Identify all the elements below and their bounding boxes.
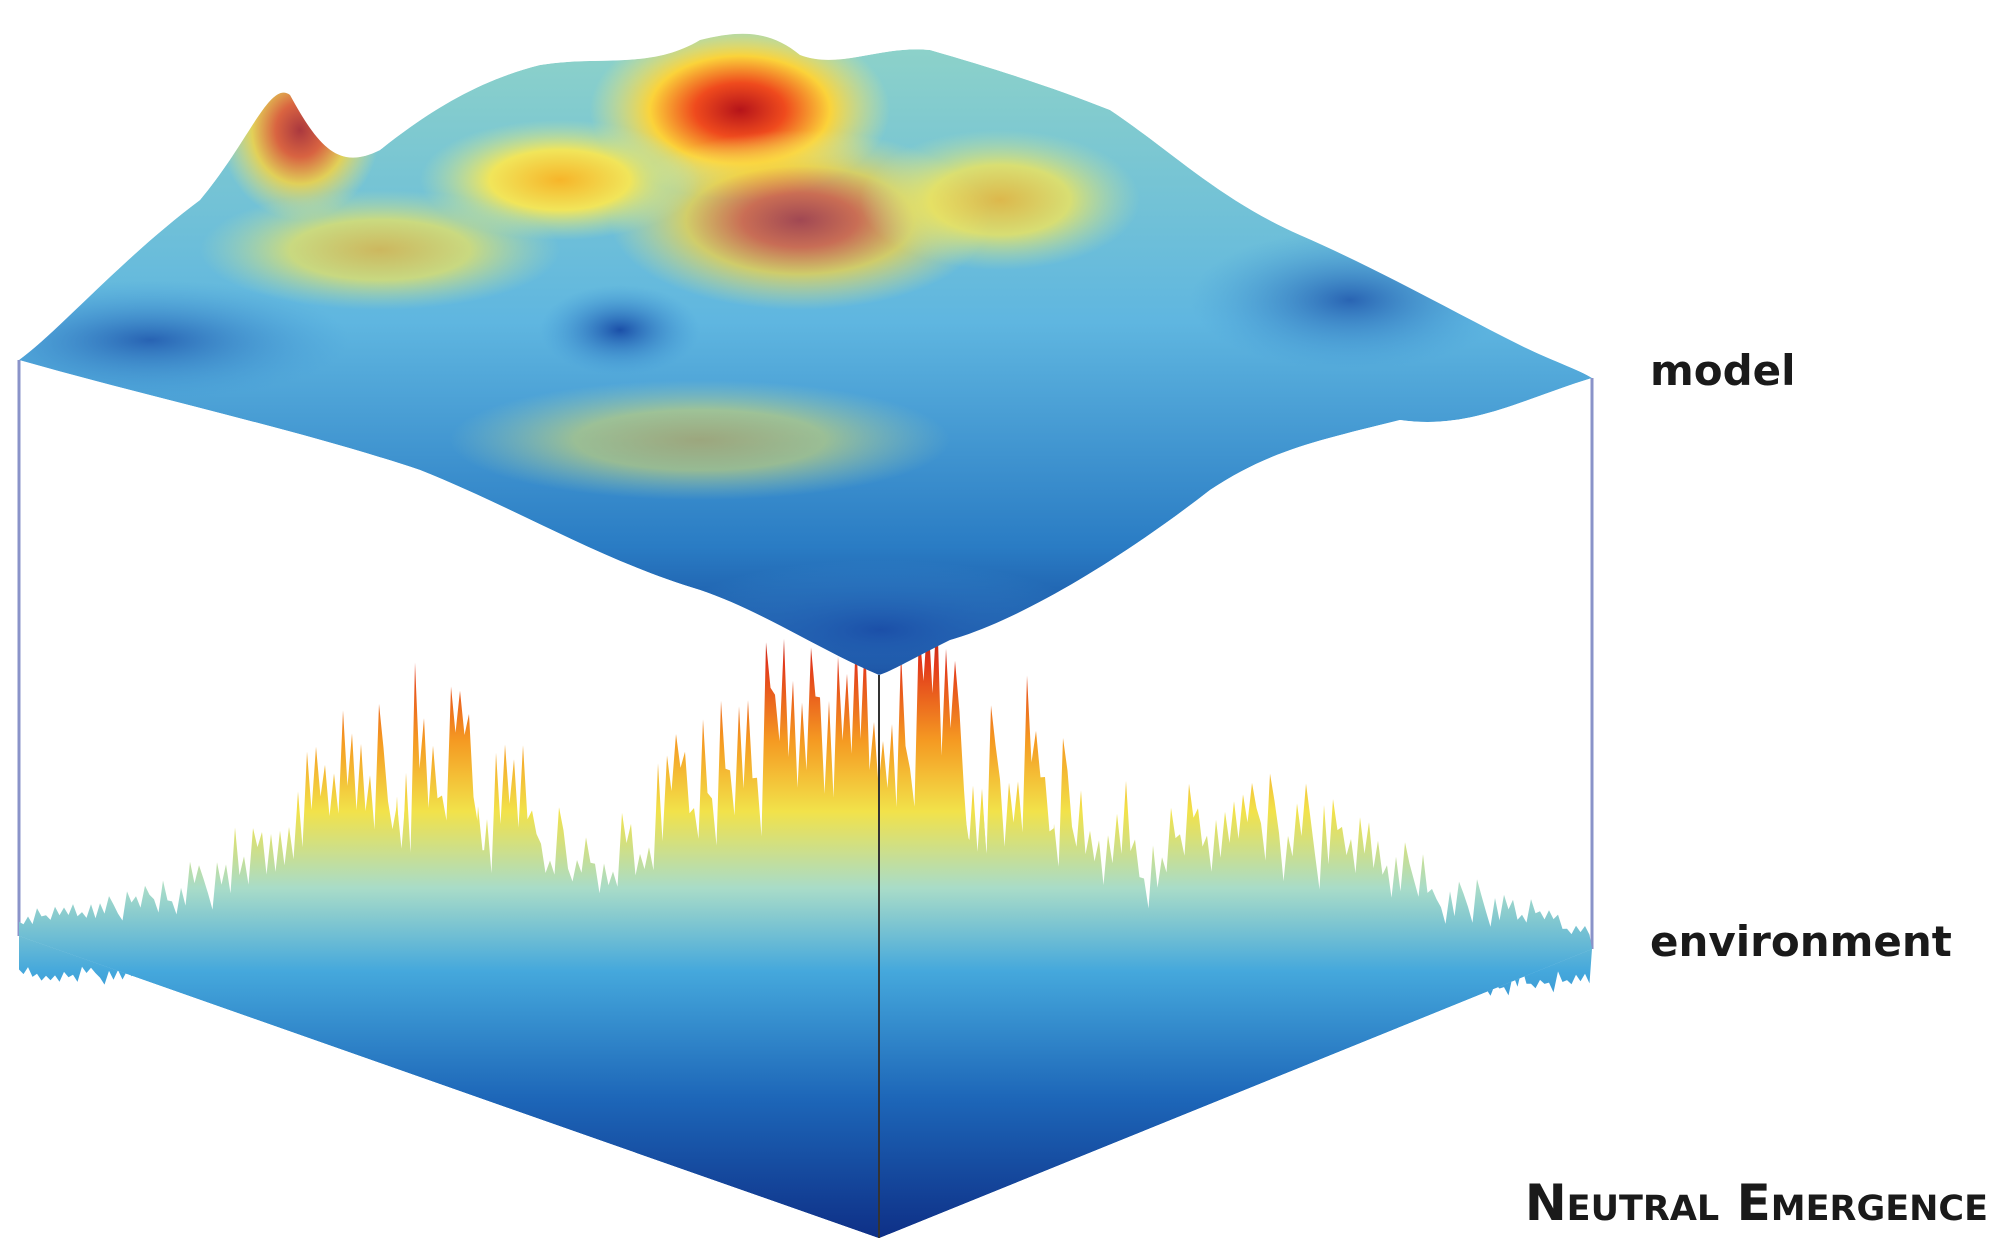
environment-label: environment <box>1650 917 1952 966</box>
page: model environment Neutral Emergence (() … <box>0 0 1997 1241</box>
environment-surface <box>19 607 1592 1238</box>
figure-title: Neutral Emergence <box>1525 1174 1988 1232</box>
model-surface <box>0 20 1592 700</box>
figure: model environment Neutral Emergence <box>0 0 1997 1241</box>
model-label: model <box>1650 346 1796 395</box>
